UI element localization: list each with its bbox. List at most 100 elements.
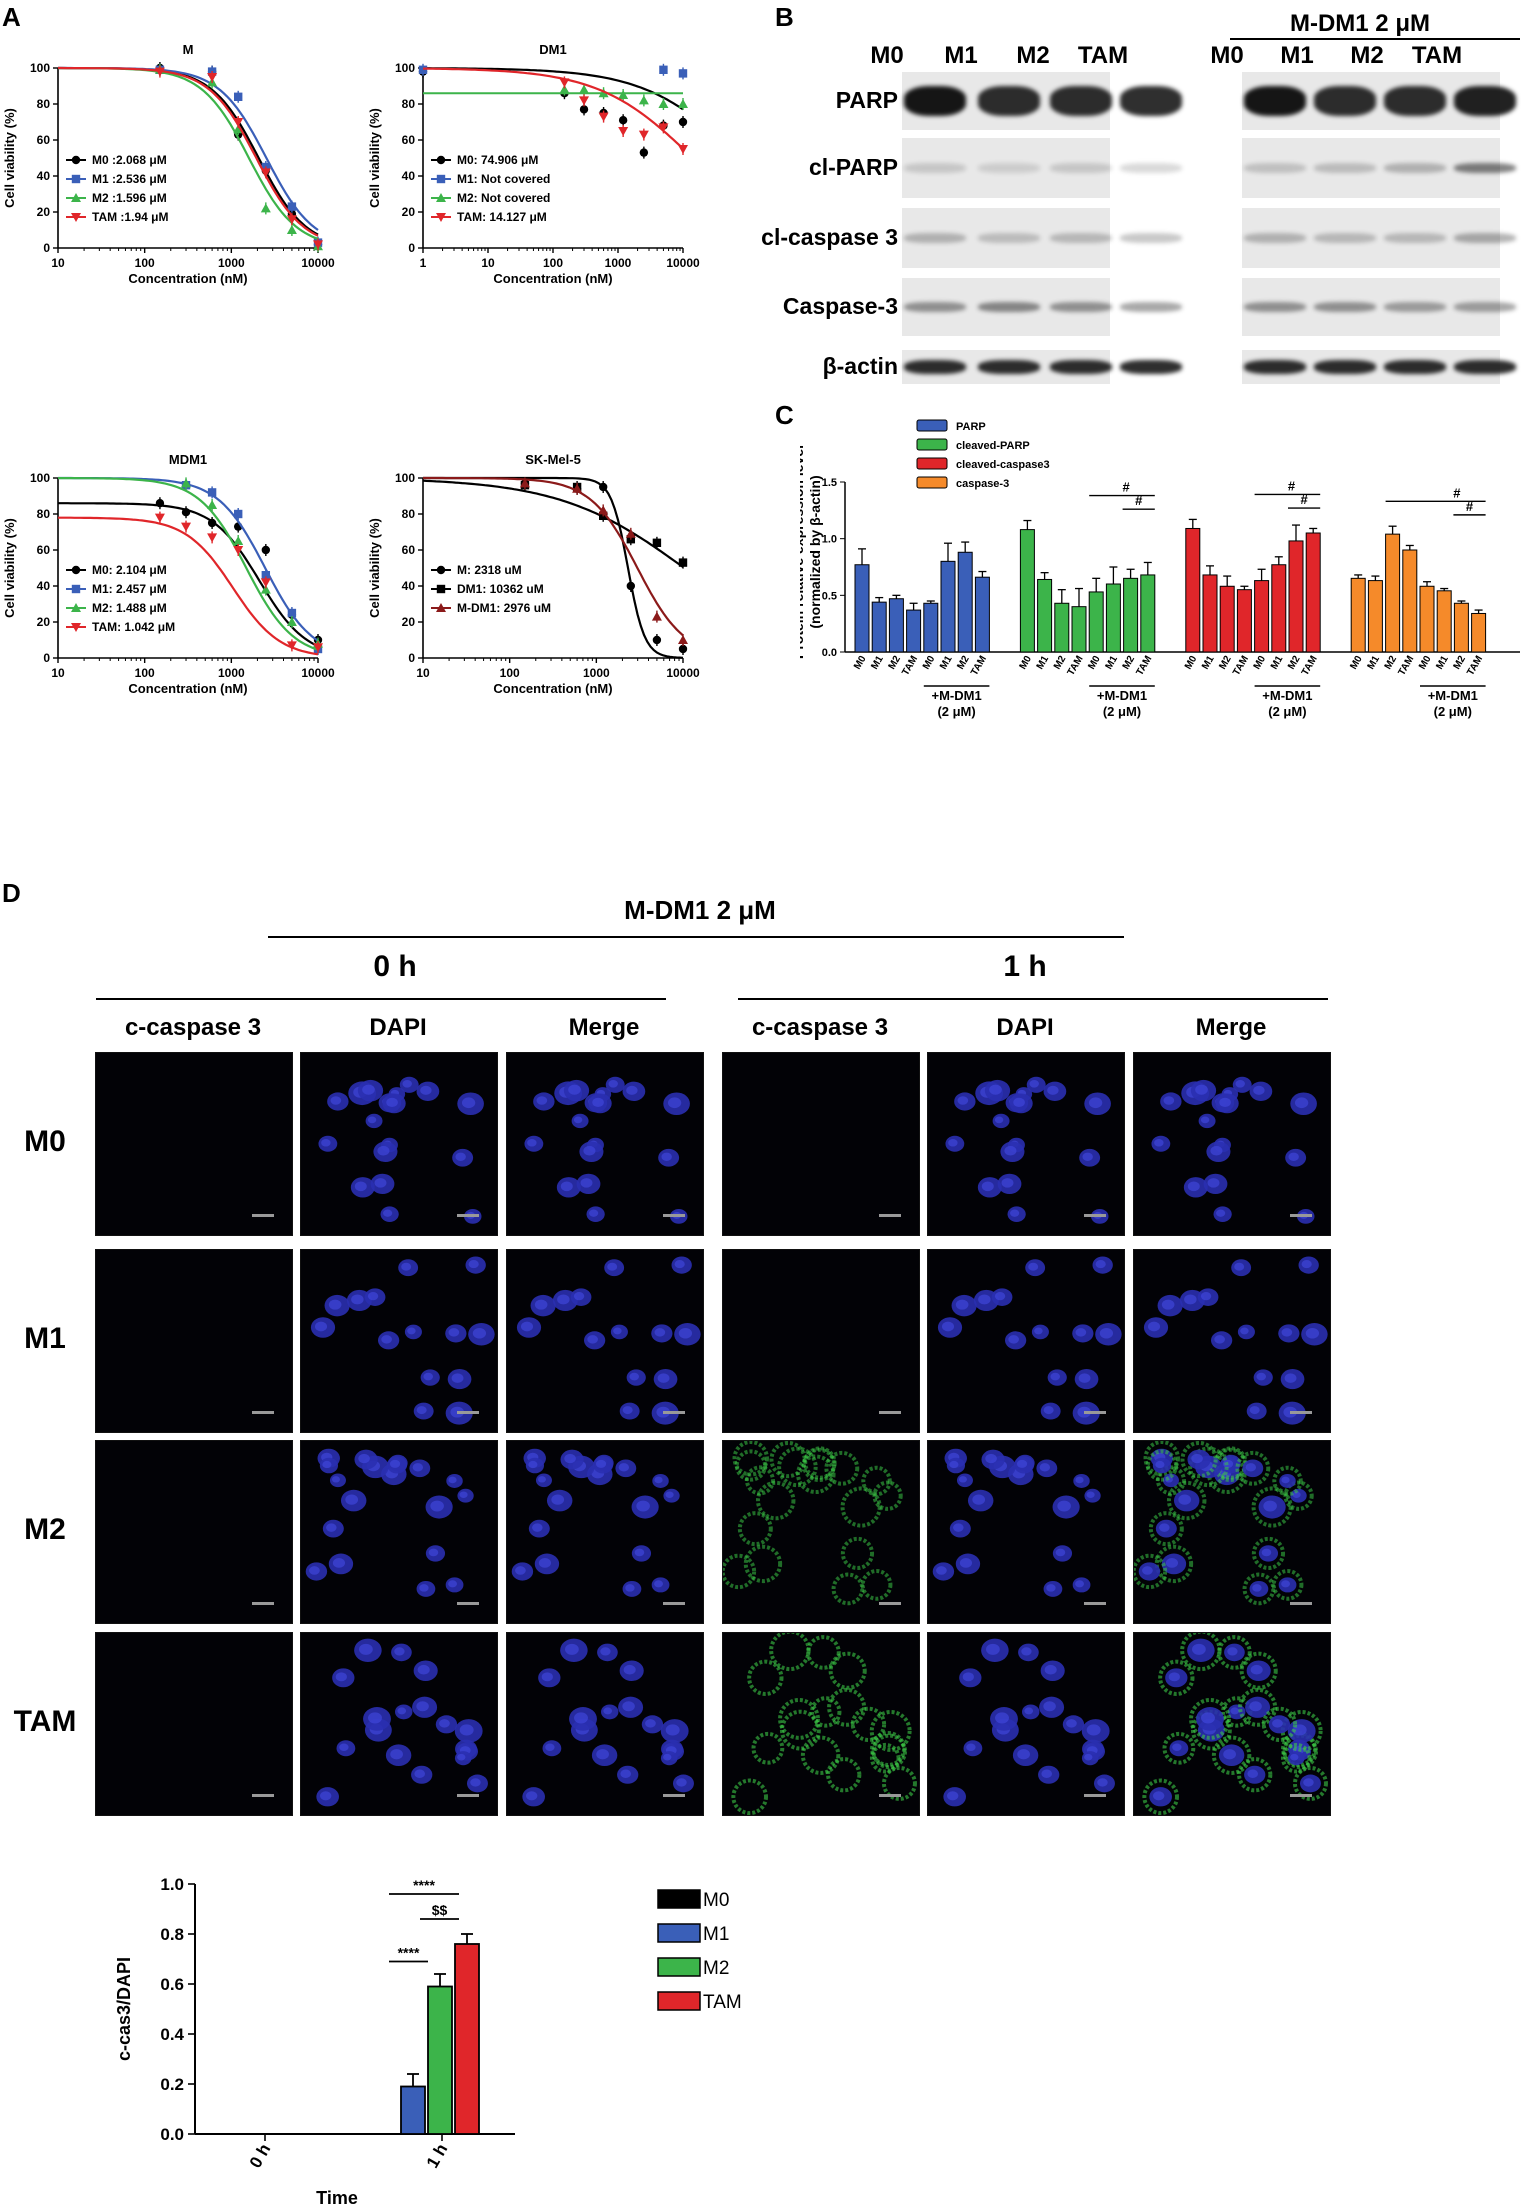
- nucleus-highlight: [1075, 1580, 1084, 1588]
- blot-band: [1120, 163, 1182, 173]
- data-point: [233, 536, 244, 545]
- scale-bar: [879, 1794, 901, 1797]
- bar: [1054, 602, 1070, 653]
- nucleus-highlight: [1034, 1327, 1043, 1335]
- nucleus-highlight: [332, 1558, 346, 1568]
- nucleus-highlight: [1292, 1491, 1301, 1498]
- micro-time-1h: 1 h: [1003, 950, 1047, 983]
- nucleus-highlight: [1207, 1178, 1220, 1188]
- nucleus-highlight: [1155, 1460, 1165, 1469]
- nucleus-highlight: [1192, 1643, 1206, 1655]
- nucleus-highlight: [1041, 1769, 1053, 1779]
- bar: [1202, 574, 1218, 653]
- nucleus-highlight: [541, 1672, 553, 1682]
- data-point: [638, 130, 649, 140]
- scale-bar: [252, 1794, 274, 1797]
- legend-label: M2: [703, 1958, 729, 1979]
- micrograph-image: [1151, 1076, 1317, 1224]
- blot-band: [1314, 360, 1376, 374]
- x-tick-label: M1: [1269, 654, 1286, 672]
- ccas3-dapi-chart: 0.0 0.2 0.4 0.6 0.8 1.0 c-cas3/DAPI Time 0 h 1 h *…: [114, 1875, 742, 2208]
- nucleus-highlight: [367, 1291, 379, 1301]
- nucleus-highlight: [537, 1476, 546, 1483]
- nucleus-highlight: [470, 1778, 481, 1787]
- bar: [888, 598, 904, 653]
- blot-band: [904, 302, 966, 312]
- nucleus-highlight: [636, 1500, 650, 1512]
- nucleus-highlight: [322, 1460, 332, 1469]
- nucleus-highlight: [1086, 1491, 1095, 1498]
- x-tick-label: 1000: [218, 666, 245, 680]
- x-axis-label: Concentration (nM): [128, 681, 247, 696]
- nucleus-highlight: [320, 1791, 332, 1801]
- bar: [1123, 577, 1139, 653]
- bar: [1236, 589, 1252, 653]
- blot-lane-label: M0: [870, 42, 904, 69]
- legend-marker: [71, 623, 81, 632]
- nucleus-highlight: [328, 1299, 342, 1310]
- data-point: [313, 240, 323, 250]
- legend-swatch: [657, 1957, 701, 1977]
- nucleus-highlight: [948, 1139, 958, 1147]
- data-point: [287, 608, 297, 618]
- fit-curve-3: [423, 67, 684, 150]
- nucleus-highlight: [587, 1335, 598, 1344]
- y-tick-label: 20: [37, 205, 51, 219]
- fit-curve-3: [58, 516, 319, 656]
- nucleus-highlight: [335, 1672, 347, 1682]
- data-point: [625, 528, 636, 538]
- nucleus-highlight: [1263, 1500, 1277, 1512]
- nucleus-highlight: [1008, 1335, 1019, 1344]
- nucleus-highlight: [1172, 1743, 1182, 1752]
- panel-label-b: B: [775, 2, 794, 32]
- fit-curve-3: [58, 66, 319, 237]
- nucleus-highlight: [386, 1097, 398, 1107]
- y-tick-label: 1.0: [822, 534, 837, 546]
- legend-label: M-DM1: 2976 uM: [457, 601, 551, 615]
- nucleus-highlight: [625, 1584, 635, 1592]
- nucleus-highlight: [448, 1580, 457, 1588]
- nucleus-highlight: [1013, 1097, 1025, 1107]
- nucleus-highlight: [1066, 1719, 1077, 1728]
- green-signal: [1251, 1536, 1286, 1571]
- data-point: [652, 635, 662, 645]
- data-point: [233, 92, 243, 101]
- legend-label: TAM: 1.042 μM: [92, 620, 175, 634]
- x-tick-label: 10000: [666, 256, 700, 270]
- data-point: [207, 533, 218, 543]
- data-point: [286, 617, 297, 626]
- green-signal: [828, 1651, 867, 1690]
- chart-title: DM1: [539, 42, 566, 57]
- scale-bar: [457, 1794, 479, 1797]
- nucleus-highlight: [1214, 1335, 1225, 1344]
- blot-band: [978, 360, 1040, 374]
- bar: [400, 2085, 426, 2135]
- nucleus-highlight: [560, 1181, 573, 1192]
- micrograph-image: [96, 1250, 292, 1432]
- green-signal: [840, 1486, 882, 1528]
- group-label: +M-DM1: [1262, 688, 1312, 703]
- blot-lane-label: M1: [944, 42, 978, 69]
- nucleus-highlight: [1252, 1584, 1262, 1592]
- data-point: [207, 500, 218, 509]
- micrograph: [300, 1249, 498, 1433]
- x-tick-label: M0: [852, 654, 869, 672]
- blot-band: [1454, 302, 1516, 312]
- green-signal: [1134, 1553, 1168, 1590]
- data-point: [579, 96, 590, 106]
- y-tick-label: 0.4: [160, 2025, 184, 2044]
- nucleus-highlight: [1078, 1373, 1091, 1383]
- group-label: (2 μM): [937, 704, 975, 719]
- micrograph-image: [723, 1053, 919, 1235]
- nucleus-highlight: [1250, 1664, 1263, 1675]
- legend-label: M0: 74.906 μM: [457, 153, 538, 167]
- micrograph-image: [945, 1076, 1111, 1224]
- nucleus-highlight: [1001, 1178, 1014, 1188]
- nucleus-highlight: [1043, 1406, 1054, 1415]
- blot-band: [1384, 302, 1446, 312]
- blot-band: [1454, 233, 1516, 243]
- x-tick-label: 100: [135, 256, 155, 270]
- legend-label: M2: Not covered: [457, 191, 550, 205]
- nucleus-highlight: [1010, 1209, 1020, 1217]
